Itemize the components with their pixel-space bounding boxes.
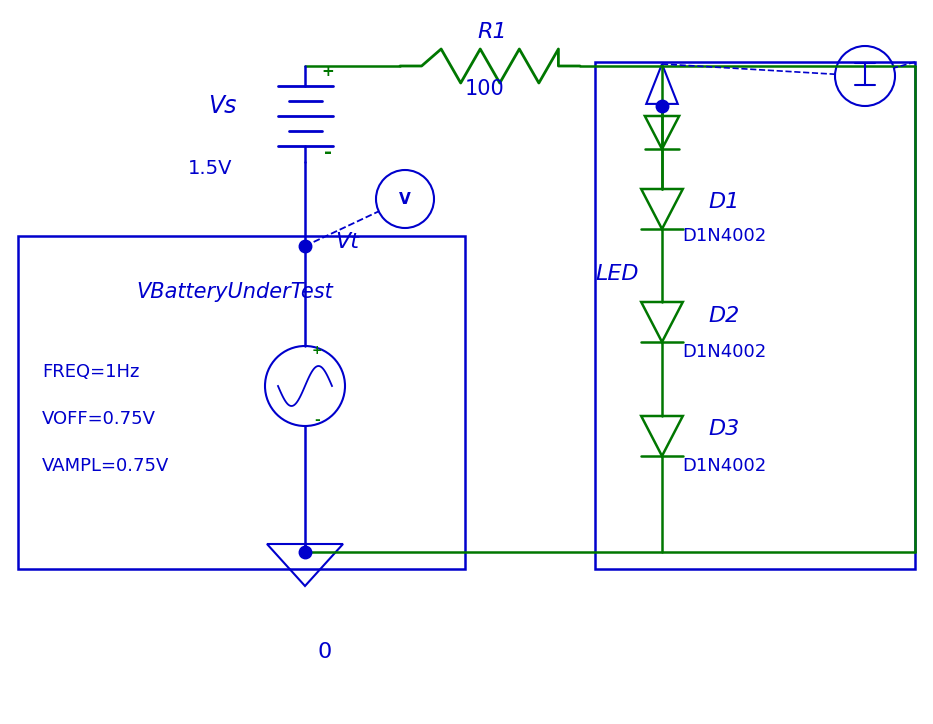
Text: 0: 0 xyxy=(318,642,332,662)
Text: R1: R1 xyxy=(477,22,507,42)
Text: D1N4002: D1N4002 xyxy=(682,227,766,245)
Text: D1N4002: D1N4002 xyxy=(682,457,766,475)
Text: VBatteryUnderTest: VBatteryUnderTest xyxy=(136,282,333,302)
Text: Vt: Vt xyxy=(335,232,359,252)
Text: Vs: Vs xyxy=(208,94,236,118)
Text: -: - xyxy=(314,413,320,427)
Text: D1: D1 xyxy=(708,192,739,212)
Text: D2: D2 xyxy=(708,306,739,326)
Text: D1N4002: D1N4002 xyxy=(682,343,766,361)
Text: +: + xyxy=(312,343,322,356)
Text: V: V xyxy=(399,192,411,206)
Text: LED: LED xyxy=(595,264,638,284)
Bar xyxy=(595,62,915,569)
Text: VAMPL=0.75V: VAMPL=0.75V xyxy=(42,457,170,475)
Text: 100: 100 xyxy=(466,79,505,99)
Text: VOFF=0.75V: VOFF=0.75V xyxy=(42,410,156,428)
Bar xyxy=(18,236,465,569)
Text: D3: D3 xyxy=(708,419,739,439)
Text: 1.5V: 1.5V xyxy=(188,159,232,179)
Text: +: + xyxy=(322,64,334,80)
Text: -: - xyxy=(324,143,332,161)
Text: FREQ=1Hz: FREQ=1Hz xyxy=(42,363,139,381)
